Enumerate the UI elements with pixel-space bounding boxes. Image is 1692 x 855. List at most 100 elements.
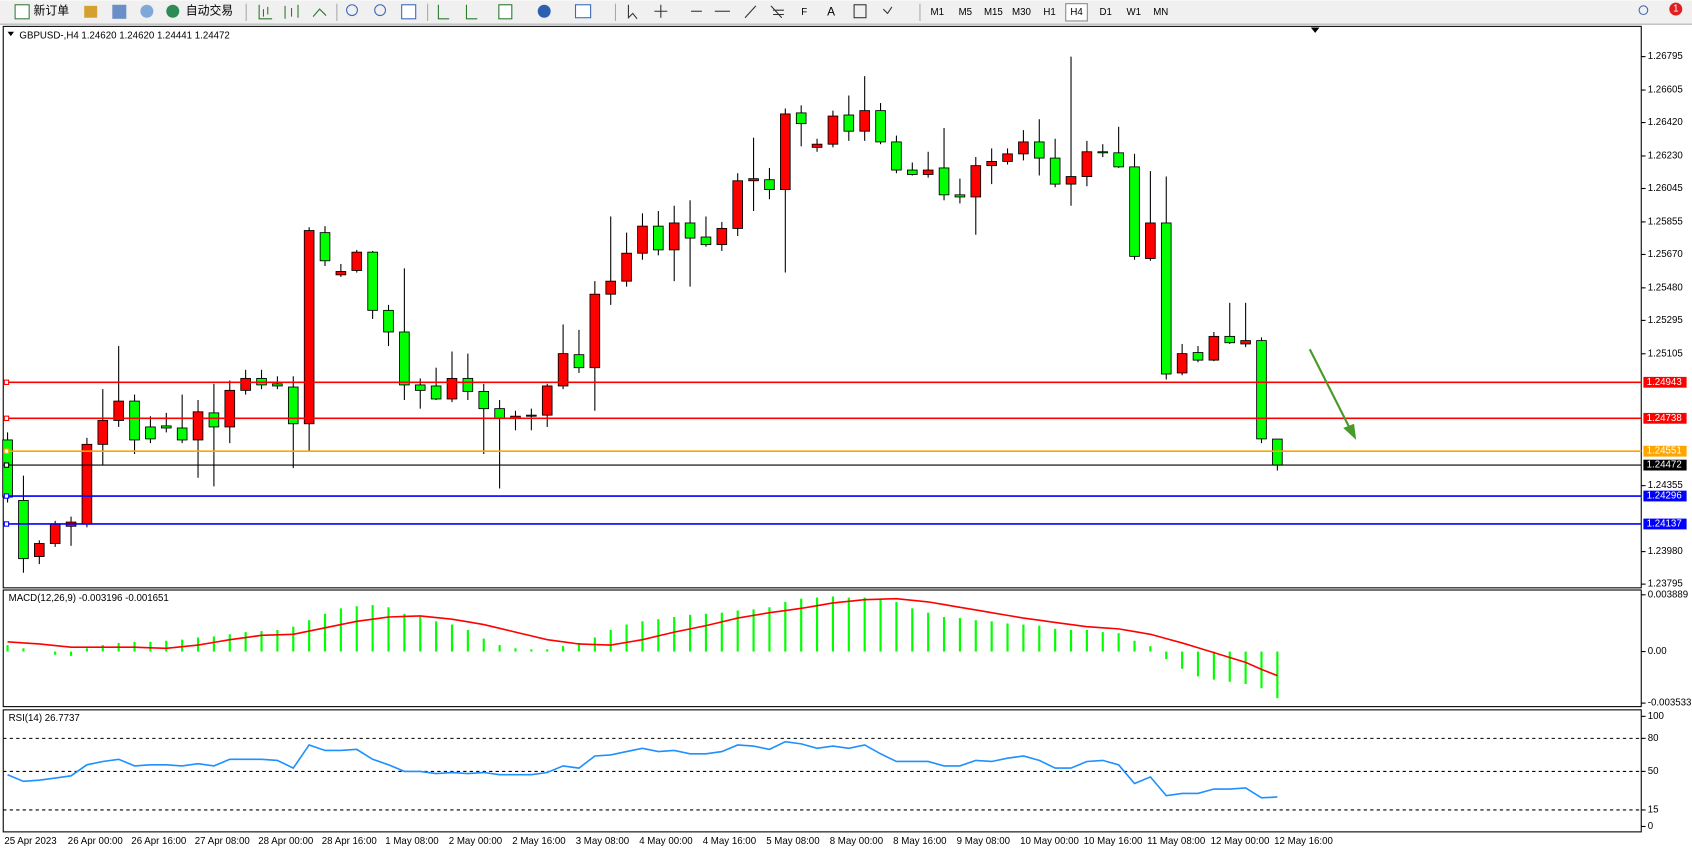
- level-handle: [3, 493, 10, 499]
- x-tick-label: 10 May 16:00: [1084, 836, 1143, 847]
- candle-body: [1192, 352, 1204, 361]
- y-tick-label: 1.24355: [1648, 480, 1683, 491]
- candle-body: [367, 251, 378, 311]
- y-tick-label: 0.003889: [1648, 589, 1688, 600]
- y-tick-label: 1.26420: [1648, 117, 1684, 128]
- level-label: 1.24472: [1647, 460, 1682, 471]
- candle-body: [1018, 141, 1029, 155]
- candle-body: [986, 160, 997, 167]
- candle-body: [430, 385, 442, 400]
- toolbar-icons: F A: [14, 2, 1683, 22]
- y-tick-label: 1.23980: [1648, 546, 1684, 557]
- timeframe-button[interactable]: D1: [1099, 7, 1111, 18]
- candle-body: [668, 222, 680, 251]
- candle-body: [34, 543, 45, 557]
- candle-body: [954, 194, 966, 198]
- candle-body: [240, 377, 251, 391]
- trend-arrow: [1308, 348, 1357, 440]
- x-tick-label: 8 May 00:00: [830, 836, 884, 847]
- candle-body: [811, 143, 823, 148]
- x-tick-label: 12 May 00:00: [1211, 836, 1270, 847]
- candle-body: [1002, 153, 1013, 162]
- x-tick-label: 11 May 08:00: [1147, 836, 1206, 847]
- candle-body: [18, 500, 29, 560]
- candle-body: [335, 271, 347, 276]
- candle-body: [764, 179, 775, 190]
- level-label: 1.24551: [1647, 446, 1682, 457]
- fibo-icon: F: [801, 7, 807, 18]
- timeframe-button[interactable]: MN: [1153, 7, 1168, 18]
- y-tick-label: 1.26605: [1648, 85, 1683, 96]
- candle-body: [875, 110, 886, 143]
- y-tick-label: 1.26045: [1648, 183, 1683, 194]
- candle-body: [1224, 335, 1236, 344]
- y-tick-label: 80: [1648, 733, 1659, 744]
- level-label-box: [1643, 490, 1687, 502]
- timeframe-button[interactable]: W1: [1126, 7, 1141, 18]
- y-tick-label: 1.25670: [1648, 249, 1684, 260]
- timeframe-button[interactable]: H1: [1043, 7, 1055, 18]
- candle-body: [526, 414, 537, 417]
- level-label: 1.24943: [1647, 377, 1682, 388]
- candle-body: [907, 169, 918, 175]
- candle-body: [922, 169, 934, 175]
- x-tick-label: 5 May 08:00: [766, 836, 820, 847]
- y-tick-label: 1.25105: [1648, 348, 1683, 359]
- candle-body: [446, 377, 458, 400]
- candle-body: [700, 236, 712, 246]
- candle-body: [208, 412, 220, 428]
- candle-body: [176, 427, 188, 441]
- x-tick-label: 10 May 00:00: [1020, 836, 1079, 847]
- level-label-box: [1643, 518, 1687, 530]
- candle-body: [399, 331, 410, 386]
- text-icon: A: [827, 4, 835, 18]
- candle-body: [81, 443, 93, 525]
- candle-body: [684, 222, 696, 239]
- candle-body: [1272, 438, 1283, 466]
- timeframe-button[interactable]: H4: [1070, 7, 1083, 18]
- macd-signal: [7, 597, 1278, 677]
- timeframe-button[interactable]: M5: [959, 7, 972, 18]
- x-tick-label: 28 Apr 00:00: [258, 836, 314, 847]
- x-tick-label: 3 May 08:00: [576, 836, 630, 847]
- level-handle: [3, 462, 10, 468]
- y-tick-label: -0.003533: [1648, 698, 1692, 709]
- auto-trading-button[interactable]: 自动交易: [186, 3, 233, 17]
- candle-body: [891, 141, 902, 171]
- candle-body: [97, 419, 109, 445]
- candle-body: [160, 425, 172, 429]
- candle-body: [303, 230, 315, 425]
- active-timeframe: [1065, 3, 1088, 22]
- chart-layer: M1 M5 M15 M30 H1 H4 D1 W1 MN GBPUSD-,H4 1.24620 1…: [2, 7, 1692, 847]
- timeframe-button[interactable]: M30: [1012, 7, 1031, 18]
- candle-body: [1113, 152, 1124, 168]
- candle-body: [351, 251, 363, 271]
- y-tick-label: 1.26230: [1648, 151, 1684, 162]
- price-panel: [2, 25, 1642, 589]
- x-tick-label: 4 May 16:00: [703, 836, 757, 847]
- candle-body: [462, 377, 474, 392]
- timeframe-button[interactable]: M15: [984, 7, 1003, 18]
- candle-body: [637, 225, 648, 254]
- candle-body: [1065, 176, 1077, 185]
- candle-body: [383, 309, 394, 333]
- candle-body: [272, 383, 283, 387]
- x-tick-label: 25 Apr 2023: [4, 836, 56, 847]
- candle-body: [589, 293, 601, 369]
- new-order-button[interactable]: 新订单: [33, 3, 69, 17]
- notification-count[interactable]: 1: [1673, 4, 1678, 15]
- candle-body: [1145, 222, 1156, 259]
- chart-shift-marker: [1310, 27, 1320, 33]
- y-tick-label: 1.25480: [1648, 282, 1684, 293]
- macd-panel: [2, 589, 1642, 708]
- candle-body: [1176, 353, 1188, 374]
- x-tick-label: 8 May 16:00: [893, 836, 947, 847]
- candle-body: [414, 384, 426, 391]
- timeframe-button[interactable]: M1: [930, 7, 943, 18]
- x-tick-label: 28 Apr 16:00: [322, 836, 378, 847]
- panel-title: MACD(12,26,9) -0.003196 -0.001651: [9, 593, 169, 604]
- y-tick-label: 0: [1648, 821, 1654, 832]
- panel-title: GBPUSD-,H4 1.24620 1.24620 1.24441 1.244…: [19, 31, 229, 42]
